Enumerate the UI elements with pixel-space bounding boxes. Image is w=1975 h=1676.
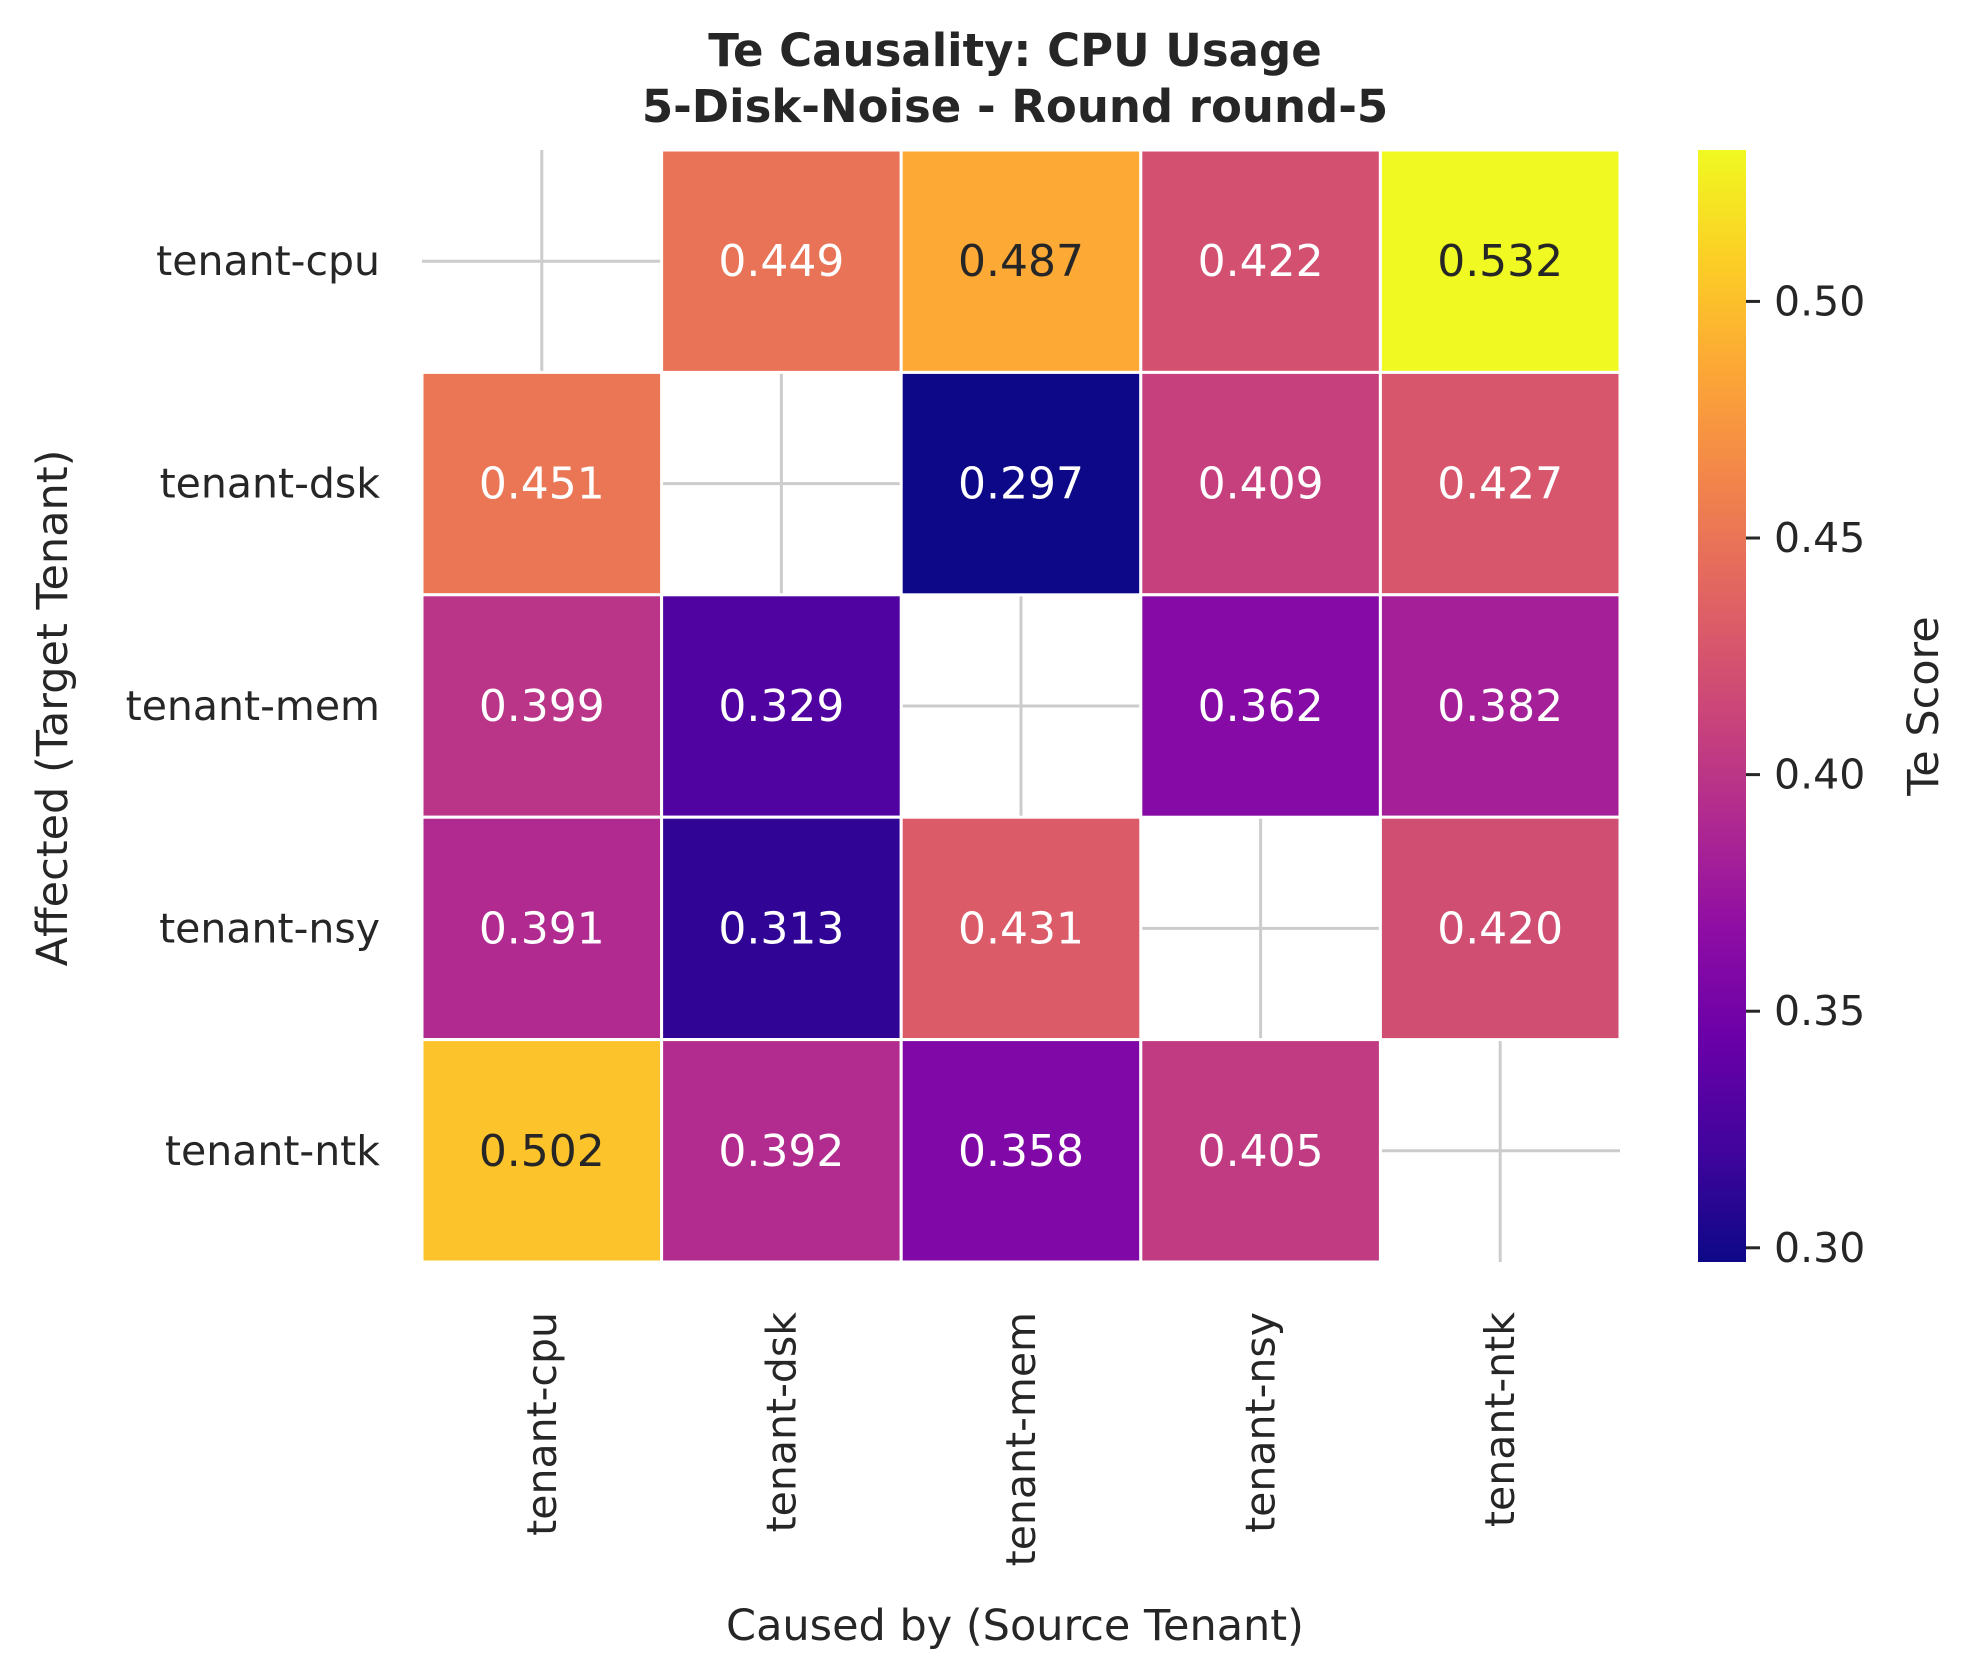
colorbar-tick-label: 0.30 [1774,1224,1865,1272]
colorbar-tick-label: 0.50 [1774,277,1865,325]
y-axis-label: Affected (Target Tenant) [28,450,78,967]
heatmap-cell [1378,593,1622,819]
heatmap-cell [660,1038,903,1264]
x-tick-label: tenant-nsy [1237,1312,1285,1533]
cell-value-label: 0.399 [479,681,605,732]
chart-title-line-1: Te Causality: CPU Usage [708,24,1321,77]
colorbar-label: Te Score [1899,616,1949,797]
heatmap-cell [420,1038,664,1264]
cell-value-label: 0.420 [1437,903,1563,954]
cell-value-label: 0.358 [958,1126,1084,1177]
chart-title-line-2: 5-Disk-Noise - Round round-5 [642,80,1388,133]
x-axis-label: Caused by (Source Tenant) [726,1601,1304,1651]
cell-value-label: 0.405 [1198,1126,1324,1177]
colorbar-tick-label: 0.45 [1774,514,1865,562]
x-tick-label: tenant-dsk [757,1312,805,1533]
heatmap-cell [1378,815,1622,1042]
cell-value-label: 0.422 [1198,236,1324,287]
cell-value-label: 0.451 [479,459,605,510]
heatmap-cell [899,370,1143,597]
heatmap-cell [899,148,1143,374]
heatmap-cell [1139,370,1382,597]
cell-value-label: 0.362 [1198,681,1324,732]
heatmap-cell [1139,1038,1382,1264]
x-tick-label: tenant-mem [997,1312,1045,1566]
heatmap-cells [420,148,1622,1264]
y-tick-label: tenant-dsk [160,460,381,508]
heatmap-cell [1378,370,1622,597]
cell-value-label: 0.502 [479,1126,605,1177]
heatmap-cell [660,593,903,819]
colorbar [1698,150,1746,1262]
cell-value-label: 0.313 [718,903,844,954]
colorbar-tick-label: 0.40 [1774,751,1865,799]
cell-value-labels: 0.449 0.487 0.422 0.532 0.451 0.297 0.409 0.427… [479,236,1563,1177]
heatmap-cell [1378,148,1622,374]
x-tick-labels: tenant-cpu tenant-dsk tenant-mem tenant-nsy… [518,1312,1524,1567]
cell-value-label: 0.487 [958,236,1084,287]
cell-value-label: 0.449 [718,236,844,287]
cell-value-label: 0.409 [1198,459,1324,510]
colorbar-ticks: 0.30 0.35 0.40 0.45 0.50 [1746,277,1865,1272]
cell-value-label: 0.329 [718,681,844,732]
heatmap-cell [420,370,664,597]
x-tick-label: tenant-cpu [518,1312,566,1536]
cell-value-label: 0.431 [958,903,1084,954]
heatmap-cell [660,815,903,1042]
heatmap-cell [1139,593,1382,819]
cell-value-label: 0.427 [1437,459,1563,510]
y-tick-label: tenant-ntk [165,1127,380,1175]
y-tick-label: tenant-nsy [159,904,380,952]
cell-value-label: 0.391 [479,903,605,954]
cell-value-label: 0.392 [718,1126,844,1177]
cell-value-label: 0.532 [1437,236,1563,287]
x-tick-label: tenant-ntk [1476,1312,1524,1527]
cell-value-label: 0.382 [1437,681,1563,732]
cell-value-label: 0.297 [958,459,1084,510]
heatmap-cell [899,1038,1143,1264]
y-tick-label: tenant-cpu [156,237,380,285]
colorbar-tick-label: 0.35 [1774,987,1865,1035]
y-tick-label: tenant-mem [126,682,380,730]
heatmap-cell [420,593,664,819]
heatmap-cell [420,815,664,1042]
y-tick-labels: tenant-cpu tenant-dsk tenant-mem tenant-nsy… [126,237,381,1175]
heatmap-cell [899,815,1143,1042]
